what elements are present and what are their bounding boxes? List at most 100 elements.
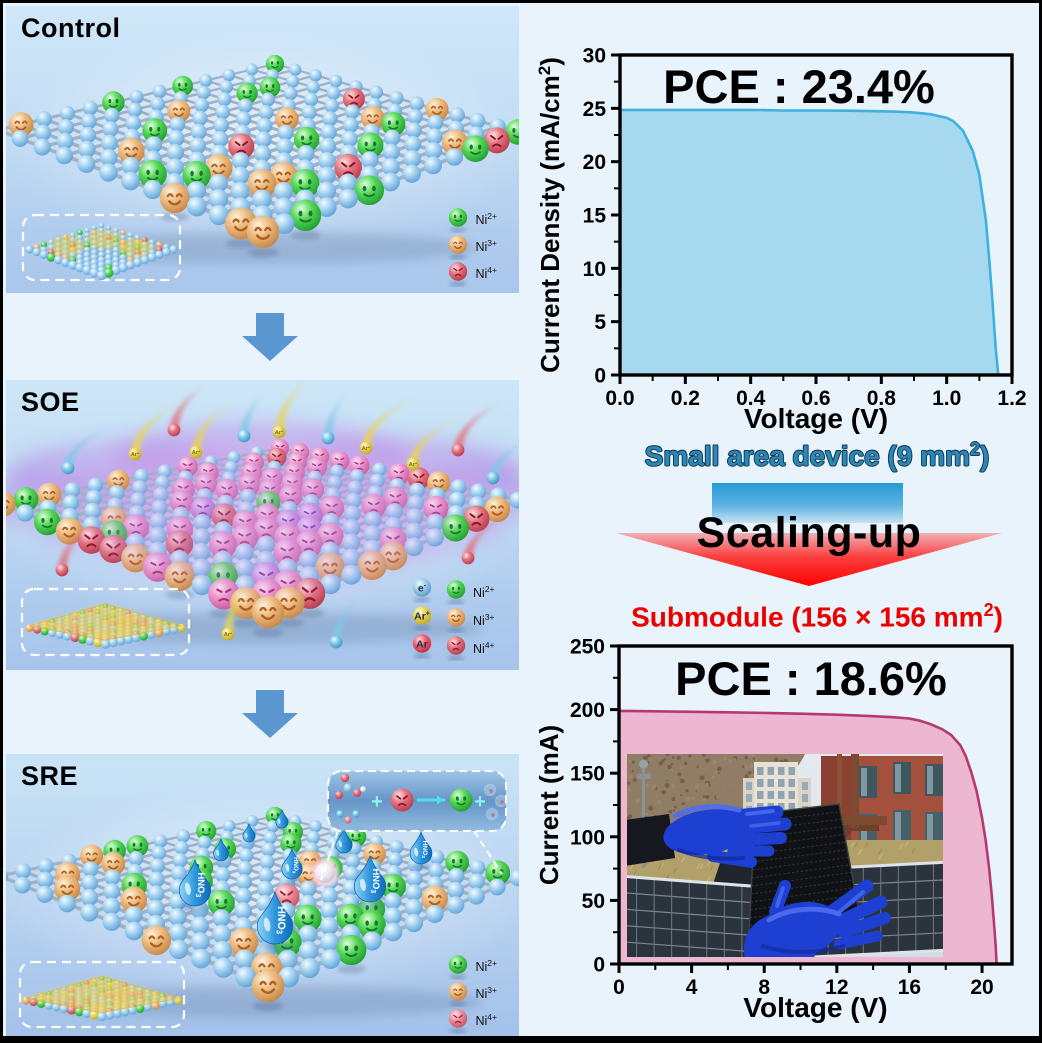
x-tick-label: 20 [970, 976, 993, 999]
legend-item: Ni2+ [447, 206, 497, 233]
x-tick-label: 1.2 [997, 387, 1026, 410]
argon-ion-sphere-icon: Ar+ [411, 605, 441, 636]
x-axis-label: Voltage (V) [744, 403, 888, 434]
hno3-droplet: HNO3 [179, 859, 211, 913]
legend-label: Ni4+ [475, 1012, 497, 1029]
y-tick-label: 30 [583, 45, 606, 68]
plasma-comet [237, 392, 266, 443]
down-arrow-2 [242, 690, 298, 738]
plasma-comet [61, 425, 114, 475]
x-tick-label: 0.0 [605, 387, 634, 410]
tick-labels: 0.0 0.2 0.4 0.6 0.8 1.0 1.2 0 5 10 15 20 25 30 [583, 45, 1027, 411]
svg-text:Ar+: Ar+ [409, 460, 418, 468]
legend-item: Ni3+ [447, 980, 497, 1007]
submodule-caption: Submodule (156 × 156 mm2) [631, 600, 1003, 633]
plasma-comet [55, 522, 94, 577]
chart: 0.0 0.2 0.4 0.6 0.8 1.0 1.2 0 5 10 15 20 25 30 Voltage… [535, 45, 1027, 435]
panel-title-soe: SOE [21, 387, 80, 417]
x-tick-label: 1.0 [932, 387, 961, 410]
soe-lattice-art: Ar+ Ar+ Ar+ Ar+ Ar+ Ar+ [6, 380, 519, 657]
inset-thumbnail [21, 213, 182, 282]
jv-curve [618, 108, 1000, 376]
x-tick-label: 4 [686, 976, 698, 999]
y-tick-label: 15 [583, 205, 607, 228]
ni3-sphere-icon [447, 981, 469, 1007]
svg-text:HNO3: HNO3 [420, 841, 428, 859]
plot-frame [618, 53, 1014, 377]
ni4-sphere-icon [447, 261, 469, 287]
control-lattice-art [6, 26, 519, 282]
y-tick-label: 0 [594, 365, 606, 388]
molecule-icons [334, 773, 366, 824]
legend-label: Ni2+ [475, 958, 497, 975]
down-arrow-1 [242, 313, 298, 361]
x-tick-label: 0.4 [736, 387, 766, 410]
panel-sre: HNO3 HNO3 HNO3 HNO3 HNO3 + + SRE Ni2+ Ni3+ Ni4… [6, 754, 519, 1040]
legend-label: Ni3+ [473, 611, 495, 629]
plasma-comet [329, 598, 360, 649]
svg-text:Ar+: Ar+ [131, 450, 140, 458]
ni2-sphere-icon [447, 954, 469, 980]
legend-item: Ni4+ [447, 1007, 497, 1034]
sre-lattice-art: HNO3 HNO3 HNO3 HNO3 HNO3 + + [6, 770, 519, 1029]
y-tick-label: 5 [594, 311, 606, 334]
hno3-droplet [335, 828, 353, 858]
axis-ticks [611, 53, 1014, 384]
plasma-comet: Ar+ [406, 416, 465, 471]
lattice-spheres [6, 54, 519, 258]
legend-label: Ni3+ [475, 238, 497, 255]
svg-text:+: + [474, 791, 486, 813]
hno3-droplet: HNO3 [281, 848, 303, 885]
reacting-site [311, 859, 339, 887]
gloved-hands [627, 804, 891, 957]
x-tick-label: 8 [758, 976, 770, 999]
legend-control: Ni2+ Ni3+ Ni4+ [447, 206, 497, 287]
panel-control: Control Ni2+ Ni3+ Ni4+ [6, 6, 519, 293]
svg-text:e-: e- [418, 582, 427, 594]
hno3-droplet [275, 809, 289, 832]
svg-text:HNO3: HNO3 [369, 868, 382, 893]
ni3-sphere-icon [447, 234, 469, 260]
y-tick-label: 25 [583, 98, 607, 121]
hno3-droplet: HNO3 [354, 855, 386, 909]
plasma-comet [486, 445, 519, 485]
hno3-droplet: HNO3 [256, 891, 294, 952]
svg-text:Ar+: Ar+ [224, 630, 233, 638]
legend-soe: e- Ni2+ Ar+ Ni3+ Ar Ni4+ [411, 577, 505, 664]
x-tick-label: 0.2 [671, 387, 700, 410]
ni2-sphere-icon [445, 579, 467, 605]
ni4-sphere-icon [447, 1008, 469, 1034]
svg-text:+: + [371, 791, 383, 813]
lattice [6, 26, 519, 264]
x-tick-label: 12 [825, 976, 848, 999]
legend-item: Ni3+ [447, 233, 497, 260]
svg-text:HNO3: HNO3 [194, 872, 207, 897]
legend-item: Ni4+ [447, 260, 497, 287]
panel-soe: Ar+ Ar+ Ar+ Ar+ Ar+ Ar+ SOE e- Ni2+ Ar+ Ni3+ … [6, 380, 519, 670]
legend-label: Ni2+ [475, 211, 497, 228]
x-tick-label: 0.8 [867, 387, 897, 410]
pce-title: PCE : 23.4% [663, 60, 935, 113]
legend-item: Ni3+ [445, 607, 505, 634]
svg-text:HNO3: HNO3 [292, 857, 299, 874]
svg-text:Ar+: Ar+ [362, 444, 371, 452]
legend-item: Ni2+ [447, 953, 497, 980]
y-tick-label: 100 [570, 826, 605, 849]
plasma-comet [451, 400, 506, 457]
panel-title-control: Control [21, 13, 121, 43]
plasma-comet: Ar+ [128, 399, 188, 461]
y-tick-label: 0 [593, 954, 605, 977]
svg-text:HNO3: HNO3 [274, 906, 287, 935]
plasma-comet: Ar+ [189, 400, 236, 459]
y-axis-label: Current Density (mA/cm2) [535, 57, 565, 373]
figure-bottom-border [3, 1036, 1039, 1043]
hno3-droplet [213, 838, 229, 866]
argon-sphere-icon: Ar [411, 633, 441, 664]
x-tick-label: 16 [898, 976, 921, 999]
x-tick-label: 0.6 [801, 387, 830, 410]
plasma-comet [321, 392, 348, 445]
plasma-comet: Ar+ [272, 380, 309, 439]
x-tick-label: 0 [613, 976, 625, 999]
legend-label: Ni3+ [475, 985, 497, 1002]
